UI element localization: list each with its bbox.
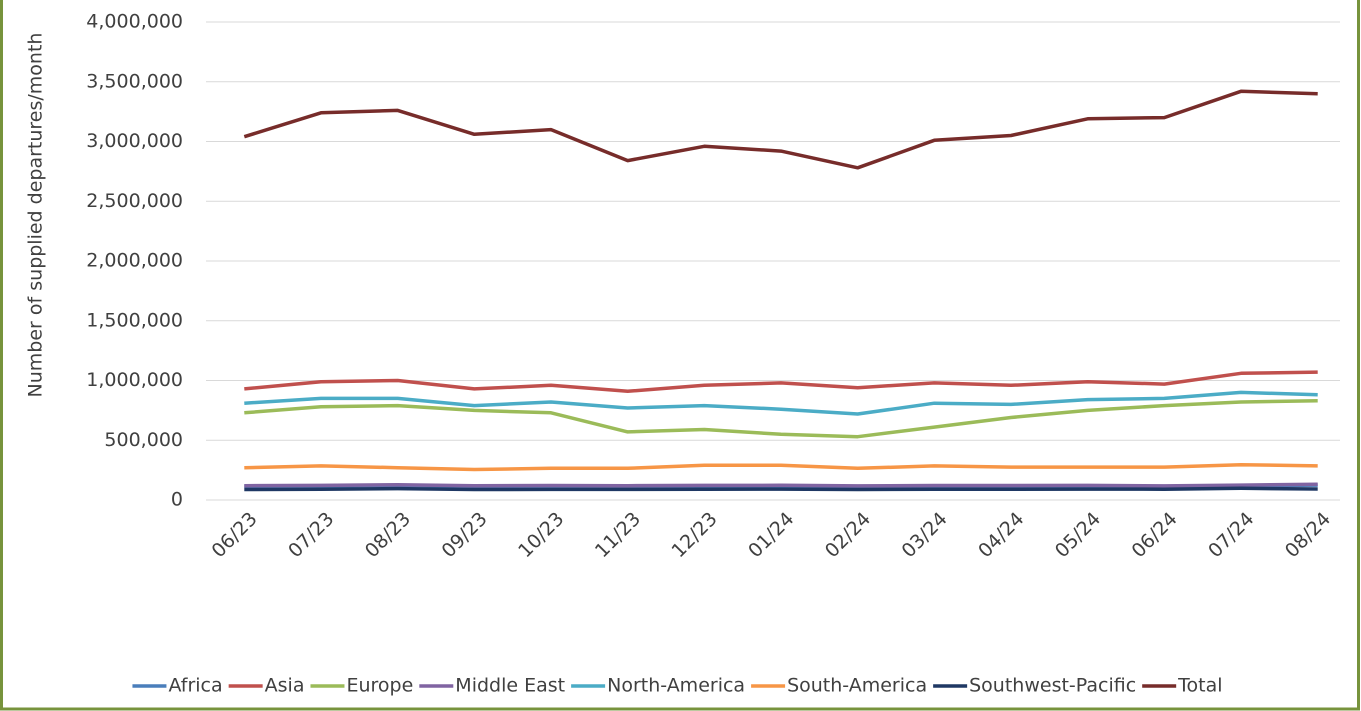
x-tick-label: 04/24 [974, 508, 1028, 562]
series-line [244, 390, 1318, 416]
x-tick-label: 05/24 [1051, 508, 1105, 562]
y-axis-label: Number of supplied departures/month [25, 33, 47, 398]
y-tick-label: 500,000 [104, 429, 183, 451]
legend-label: North-America [607, 675, 745, 697]
x-tick-label: 06/23 [207, 508, 261, 562]
series-line [244, 462, 1318, 472]
x-tick-label: 08/24 [1281, 508, 1335, 562]
y-tick-label: 3,500,000 [86, 70, 183, 92]
y-tick-label: 2,500,000 [86, 190, 183, 212]
x-tick-label: 07/23 [284, 508, 338, 562]
x-tick-label: 12/23 [667, 508, 721, 562]
series-line [244, 370, 1318, 394]
x-tick-label: 02/24 [821, 508, 875, 562]
x-tick-label: 01/24 [744, 508, 798, 562]
x-tick-label: 11/23 [591, 508, 645, 562]
series-line [244, 486, 1318, 492]
legend-label: Europe [346, 675, 413, 697]
legend-label: Middle East [455, 675, 565, 697]
x-tick-label: 08/23 [361, 508, 415, 562]
legend-label: South-America [787, 675, 927, 697]
y-tick-label: 1,500,000 [86, 309, 183, 331]
series-line [243, 89, 1318, 170]
x-tick-label: 09/23 [437, 508, 491, 562]
y-tick-label: 3,000,000 [86, 130, 183, 152]
x-tick-label: 06/24 [1127, 508, 1181, 562]
y-tick-label: 1,000,000 [86, 369, 183, 391]
legend-label: Africa [168, 675, 222, 697]
y-tick-label: 2,000,000 [86, 250, 183, 272]
y-tick-label: 0 [171, 489, 183, 511]
legend-label: Total [1177, 675, 1222, 697]
series-line [244, 482, 1318, 488]
legend-label: Asia [265, 675, 305, 697]
x-tick-label: 07/24 [1204, 508, 1258, 562]
y-tick-label: 4,000,000 [86, 11, 183, 33]
series-line [244, 399, 1318, 439]
x-tick-label: 03/24 [897, 508, 951, 562]
x-tick-label: 10/23 [514, 508, 568, 562]
legend-label: Southwest-Pacific [969, 675, 1136, 697]
